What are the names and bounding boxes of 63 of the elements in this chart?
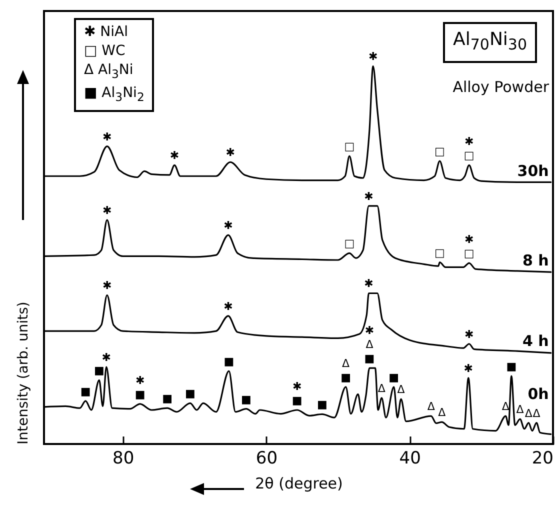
annotation: ✱: [364, 324, 374, 338]
annotation: ✱: [226, 146, 236, 160]
annotation: Δ: [524, 406, 533, 420]
text: □ WC: [84, 42, 126, 61]
annotation: Alloy Powder: [452, 78, 549, 96]
y-axis-title: Intensity (arb. units): [16, 302, 32, 444]
annotation: □: [434, 246, 445, 260]
annotation: ✱: [224, 219, 233, 232]
annotation: Δ: [502, 400, 510, 414]
annotation: ■: [340, 370, 352, 384]
x-axis-title: 2θ (degree): [255, 474, 343, 492]
annotation: ✱: [364, 277, 374, 290]
annotation: □: [464, 149, 474, 162]
annotation: ■: [388, 370, 400, 384]
annotation: ✱: [464, 362, 474, 375]
annotation: ■: [240, 392, 252, 406]
annotation: ■ Al$_{3}$Ni$_{2}$: [84, 84, 144, 106]
annotation: ✱: [464, 135, 474, 148]
text: ✱ NiAl: [84, 23, 130, 42]
annotation: Δ: [532, 406, 541, 420]
text: Al$_{70}$Ni$_{30}$: [443, 22, 537, 63]
annotation: Δ: [438, 406, 446, 420]
annotation: ✱: [224, 300, 233, 313]
annotation: Δ: [342, 356, 350, 370]
annotation: ✱: [464, 328, 474, 341]
annotation: ■: [94, 364, 104, 378]
series-label: 8 h: [522, 252, 549, 270]
annotation: ■: [364, 352, 375, 366]
annotation: ✱: [102, 130, 112, 144]
series-label: 30h: [517, 162, 549, 180]
annotation: ✱: [464, 233, 474, 246]
series-label: 4 h: [522, 332, 549, 350]
annotation: Δ: [427, 400, 436, 414]
annotation: □: [344, 237, 355, 250]
annotation: □: [344, 140, 355, 154]
annotation: ■: [162, 392, 173, 406]
annotation: ✱: [135, 374, 145, 387]
annotation: ✱: [102, 350, 111, 364]
annotation: ■: [134, 388, 146, 401]
annotation: ■: [224, 355, 234, 368]
annotation: Δ Al$_{3}$Ni: [84, 61, 134, 83]
annotation: ■: [506, 360, 517, 373]
annotation: Δ: [397, 383, 406, 396]
annotation: ■: [185, 387, 196, 400]
annotation: ✱: [170, 149, 180, 162]
x-tick-label: 40: [399, 448, 421, 468]
x-tick-label: 60: [256, 448, 278, 468]
x-tick-label: 20: [532, 448, 554, 468]
annotation: Δ: [516, 403, 524, 416]
annotation: □: [464, 247, 474, 260]
annotation: ■: [316, 398, 328, 412]
annotation: ■: [80, 384, 91, 398]
annotation: ✱: [364, 190, 374, 203]
series-label: 0h: [528, 385, 549, 404]
annotation: ■: [292, 394, 302, 407]
annotation: □: [434, 145, 445, 158]
annotation: ✱: [102, 279, 112, 292]
annotation: Δ: [366, 338, 374, 352]
annotation: ✱: [368, 50, 378, 64]
x-tick-label: 80: [112, 448, 134, 468]
annotation: ✱: [292, 380, 302, 393]
annotation: ✱: [102, 204, 112, 217]
annotation: Δ: [378, 382, 386, 395]
